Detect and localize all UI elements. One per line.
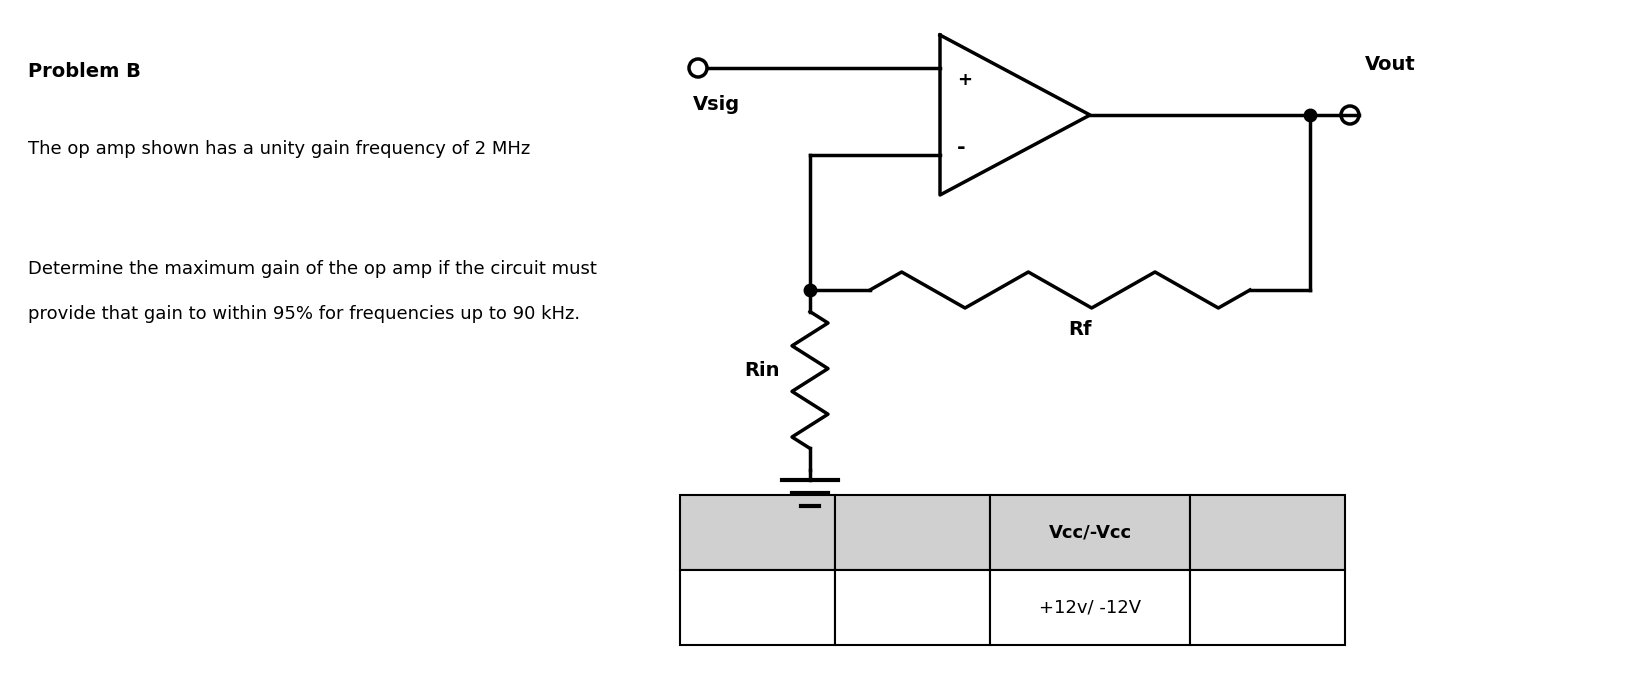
Bar [834,495,990,570]
Text: Vcc/-Vcc: Vcc/-Vcc [1047,523,1131,541]
Text: Rin: Rin [744,361,780,379]
Bar [990,570,1190,645]
Text: The op amp shown has a unity gain frequency of 2 MHz: The op amp shown has a unity gain freque… [28,140,529,158]
Bar [1190,495,1344,570]
Text: Vout: Vout [1364,56,1414,75]
Bar [680,570,834,645]
Text: Vsig: Vsig [693,95,739,114]
Text: +: + [957,71,972,89]
Text: Determine the maximum gain of the op amp if the circuit must: Determine the maximum gain of the op amp… [28,260,597,278]
Bar [990,495,1190,570]
Text: provide that gain to within 95% for frequencies up to 90 kHz.: provide that gain to within 95% for freq… [28,305,580,323]
Bar [680,495,834,570]
Text: Rf: Rf [1067,320,1092,339]
Text: -: - [957,138,965,158]
Text: Problem B: Problem B [28,62,141,81]
Text: +12v/ -12V: +12v/ -12V [1037,598,1141,617]
Bar [834,570,990,645]
Bar [1190,570,1344,645]
